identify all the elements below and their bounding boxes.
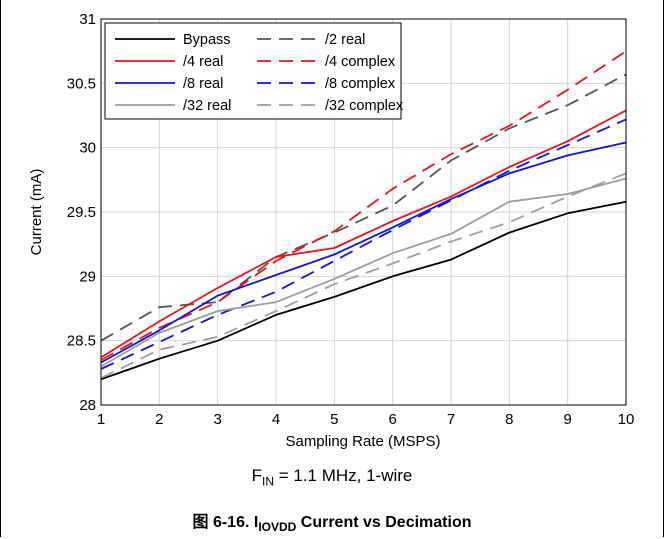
y-tick-label: 30 — [79, 140, 96, 157]
legend: Bypass/2 real/4 real/4 complex/8 real/8 … — [104, 22, 404, 120]
series-line-7 — [100, 177, 627, 368]
x-tick-label: 3 — [213, 411, 221, 428]
x-tick-label: 6 — [388, 411, 396, 428]
y-tick-label: 31 — [79, 11, 96, 28]
legend-label: /4 complex — [325, 54, 396, 70]
legend-label: /4 real — [183, 54, 223, 70]
condition-prefix: F — [251, 466, 262, 485]
figure-title: 图 6-16. IIOVDD Current vs Decimation — [0, 508, 664, 534]
legend-label: /32 real — [183, 98, 231, 114]
legend-label: /8 complex — [325, 76, 396, 92]
x-tick-label: 7 — [447, 411, 455, 428]
plot-border — [100, 18, 627, 406]
y-tick-label: 28 — [79, 397, 96, 414]
legend-label: /2 real — [325, 32, 365, 48]
figure-title-prefix: 图 6-16. I — [192, 514, 259, 531]
legend-label: Bypass — [183, 32, 231, 48]
series-line-5 — [100, 141, 627, 364]
legend-label: /8 real — [183, 76, 223, 92]
y-tick-label: 29 — [79, 268, 96, 285]
figure-title-suffix: Current vs Decimation — [296, 514, 472, 531]
x-tick-label: 9 — [563, 411, 571, 428]
figure-condition: FIN = 1.1 MHz, 1-wire — [0, 466, 664, 488]
axis-ticks: 1 2 3 4 5 6 7 8 9 10 28 28.5 29 29.5 30 30.5 31 — [67, 11, 635, 428]
x-tick-label: 10 — [618, 411, 635, 428]
series-line-8 — [100, 172, 627, 379]
x-tick-label: 8 — [505, 411, 513, 428]
x-tick-label: 5 — [330, 411, 338, 428]
current-vs-sampling-rate-chart: 1 2 3 4 5 6 7 8 9 10 28 28.5 29 29.5 30 30.5 31 Sampling… — [28, 11, 635, 450]
condition-subscript: IN — [261, 474, 274, 489]
x-tick-label: 4 — [272, 411, 280, 428]
series-lines — [100, 50, 627, 381]
condition-suffix: = 1.1 MHz, 1-wire — [273, 466, 413, 485]
y-tick-label: 28.5 — [67, 333, 96, 350]
legend-label: /32 complex — [325, 98, 404, 114]
series-line-6 — [100, 118, 627, 370]
series-line-4 — [100, 50, 627, 361]
y-tick-label: 29.5 — [67, 204, 96, 221]
series-line-3 — [100, 109, 627, 359]
y-tick-label: 30.5 — [67, 75, 96, 92]
x-tick-label: 2 — [155, 411, 163, 428]
x-tick-label: 1 — [97, 411, 105, 428]
x-axis-label: Sampling Rate (MSPS) — [285, 433, 440, 450]
figure-title-subscript: IOVDD — [258, 520, 297, 535]
y-axis-label: Current (mA) — [28, 169, 45, 256]
series-line-1 — [100, 200, 627, 381]
